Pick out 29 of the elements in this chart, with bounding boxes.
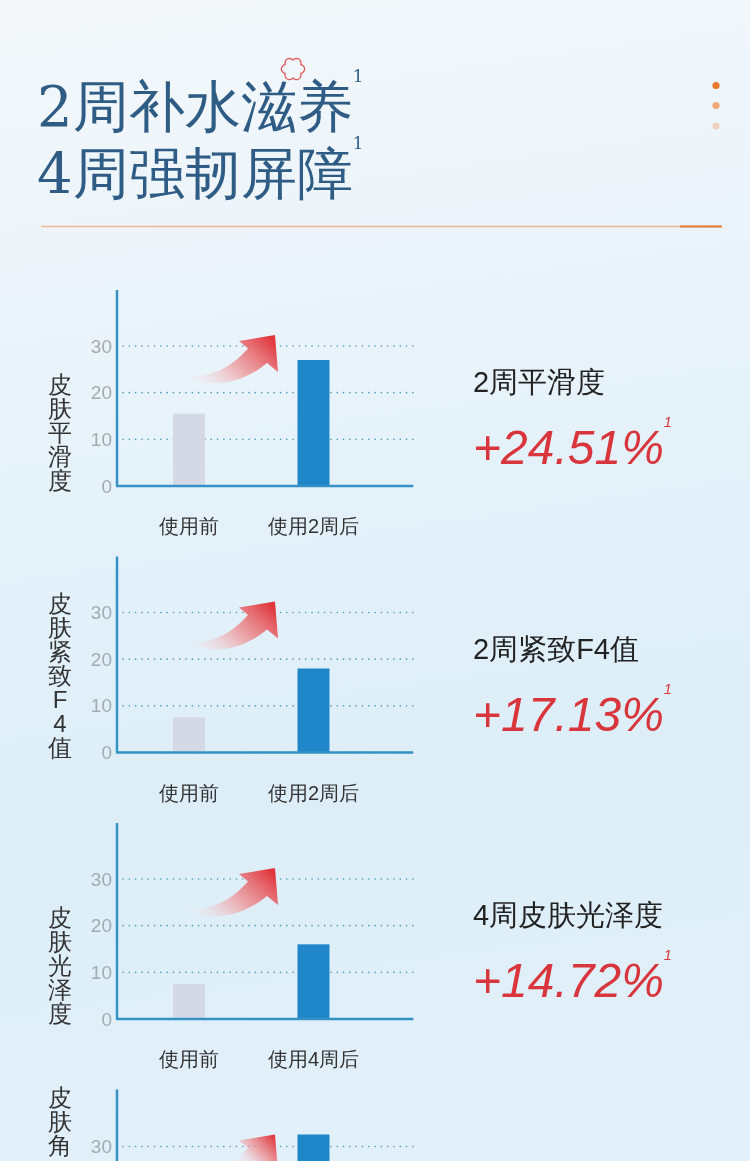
- y-tick-label: 10: [90, 428, 112, 450]
- text: 2周平滑度: [473, 366, 606, 398]
- y-axis-title: 皮肤角: [48, 1084, 72, 1159]
- y-axis-title: 皮肤平滑度: [48, 371, 72, 494]
- y-tick-label: 0: [101, 742, 112, 764]
- text: +24.51%$^{1}$: [473, 413, 672, 474]
- y-axis-title: 皮肤紧致F4值: [48, 589, 72, 761]
- y-tick-label: 10: [90, 961, 112, 983]
- y-tick-label: 0: [101, 475, 112, 497]
- x-tick-label: 使用前: [159, 1048, 220, 1070]
- y-tick-label: 20: [90, 382, 112, 404]
- text: +14.72%$^{1}$: [473, 946, 672, 1007]
- y-tick-label: 10: [90, 695, 112, 717]
- text: 2周紧致F4值: [473, 632, 639, 665]
- y-tick-label: 20: [90, 648, 112, 670]
- y-tick-label: 30: [90, 335, 112, 357]
- text: 4周皮肤光泽度: [473, 899, 664, 931]
- text: +17.13%$^{1}$: [473, 680, 672, 741]
- x-tick-label: 使用前: [159, 515, 220, 537]
- x-tick-label: 使用4周后: [267, 1048, 360, 1070]
- x-tick-label: 使用2周后: [267, 515, 360, 537]
- chart-title: 2周补水滋养$^{1}$ 4周强韧屏障$^{1}$: [37, 66, 364, 206]
- y-tick-label: 30: [90, 868, 112, 890]
- x-tick-label: 使用2周后: [267, 781, 360, 804]
- x-tick-label: 使用前: [159, 781, 220, 804]
- y-tick-label: 0: [101, 1008, 112, 1030]
- y-axis-title: 皮肤光泽度: [48, 904, 72, 1027]
- y-tick-label: 20: [90, 915, 112, 937]
- y-tick-label: 30: [90, 602, 112, 623]
